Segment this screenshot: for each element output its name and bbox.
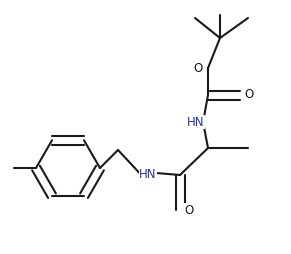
Text: O: O <box>244 88 254 102</box>
Text: HN: HN <box>139 168 157 182</box>
Text: O: O <box>194 61 203 74</box>
Text: HN: HN <box>187 116 205 129</box>
Text: O: O <box>184 203 194 216</box>
